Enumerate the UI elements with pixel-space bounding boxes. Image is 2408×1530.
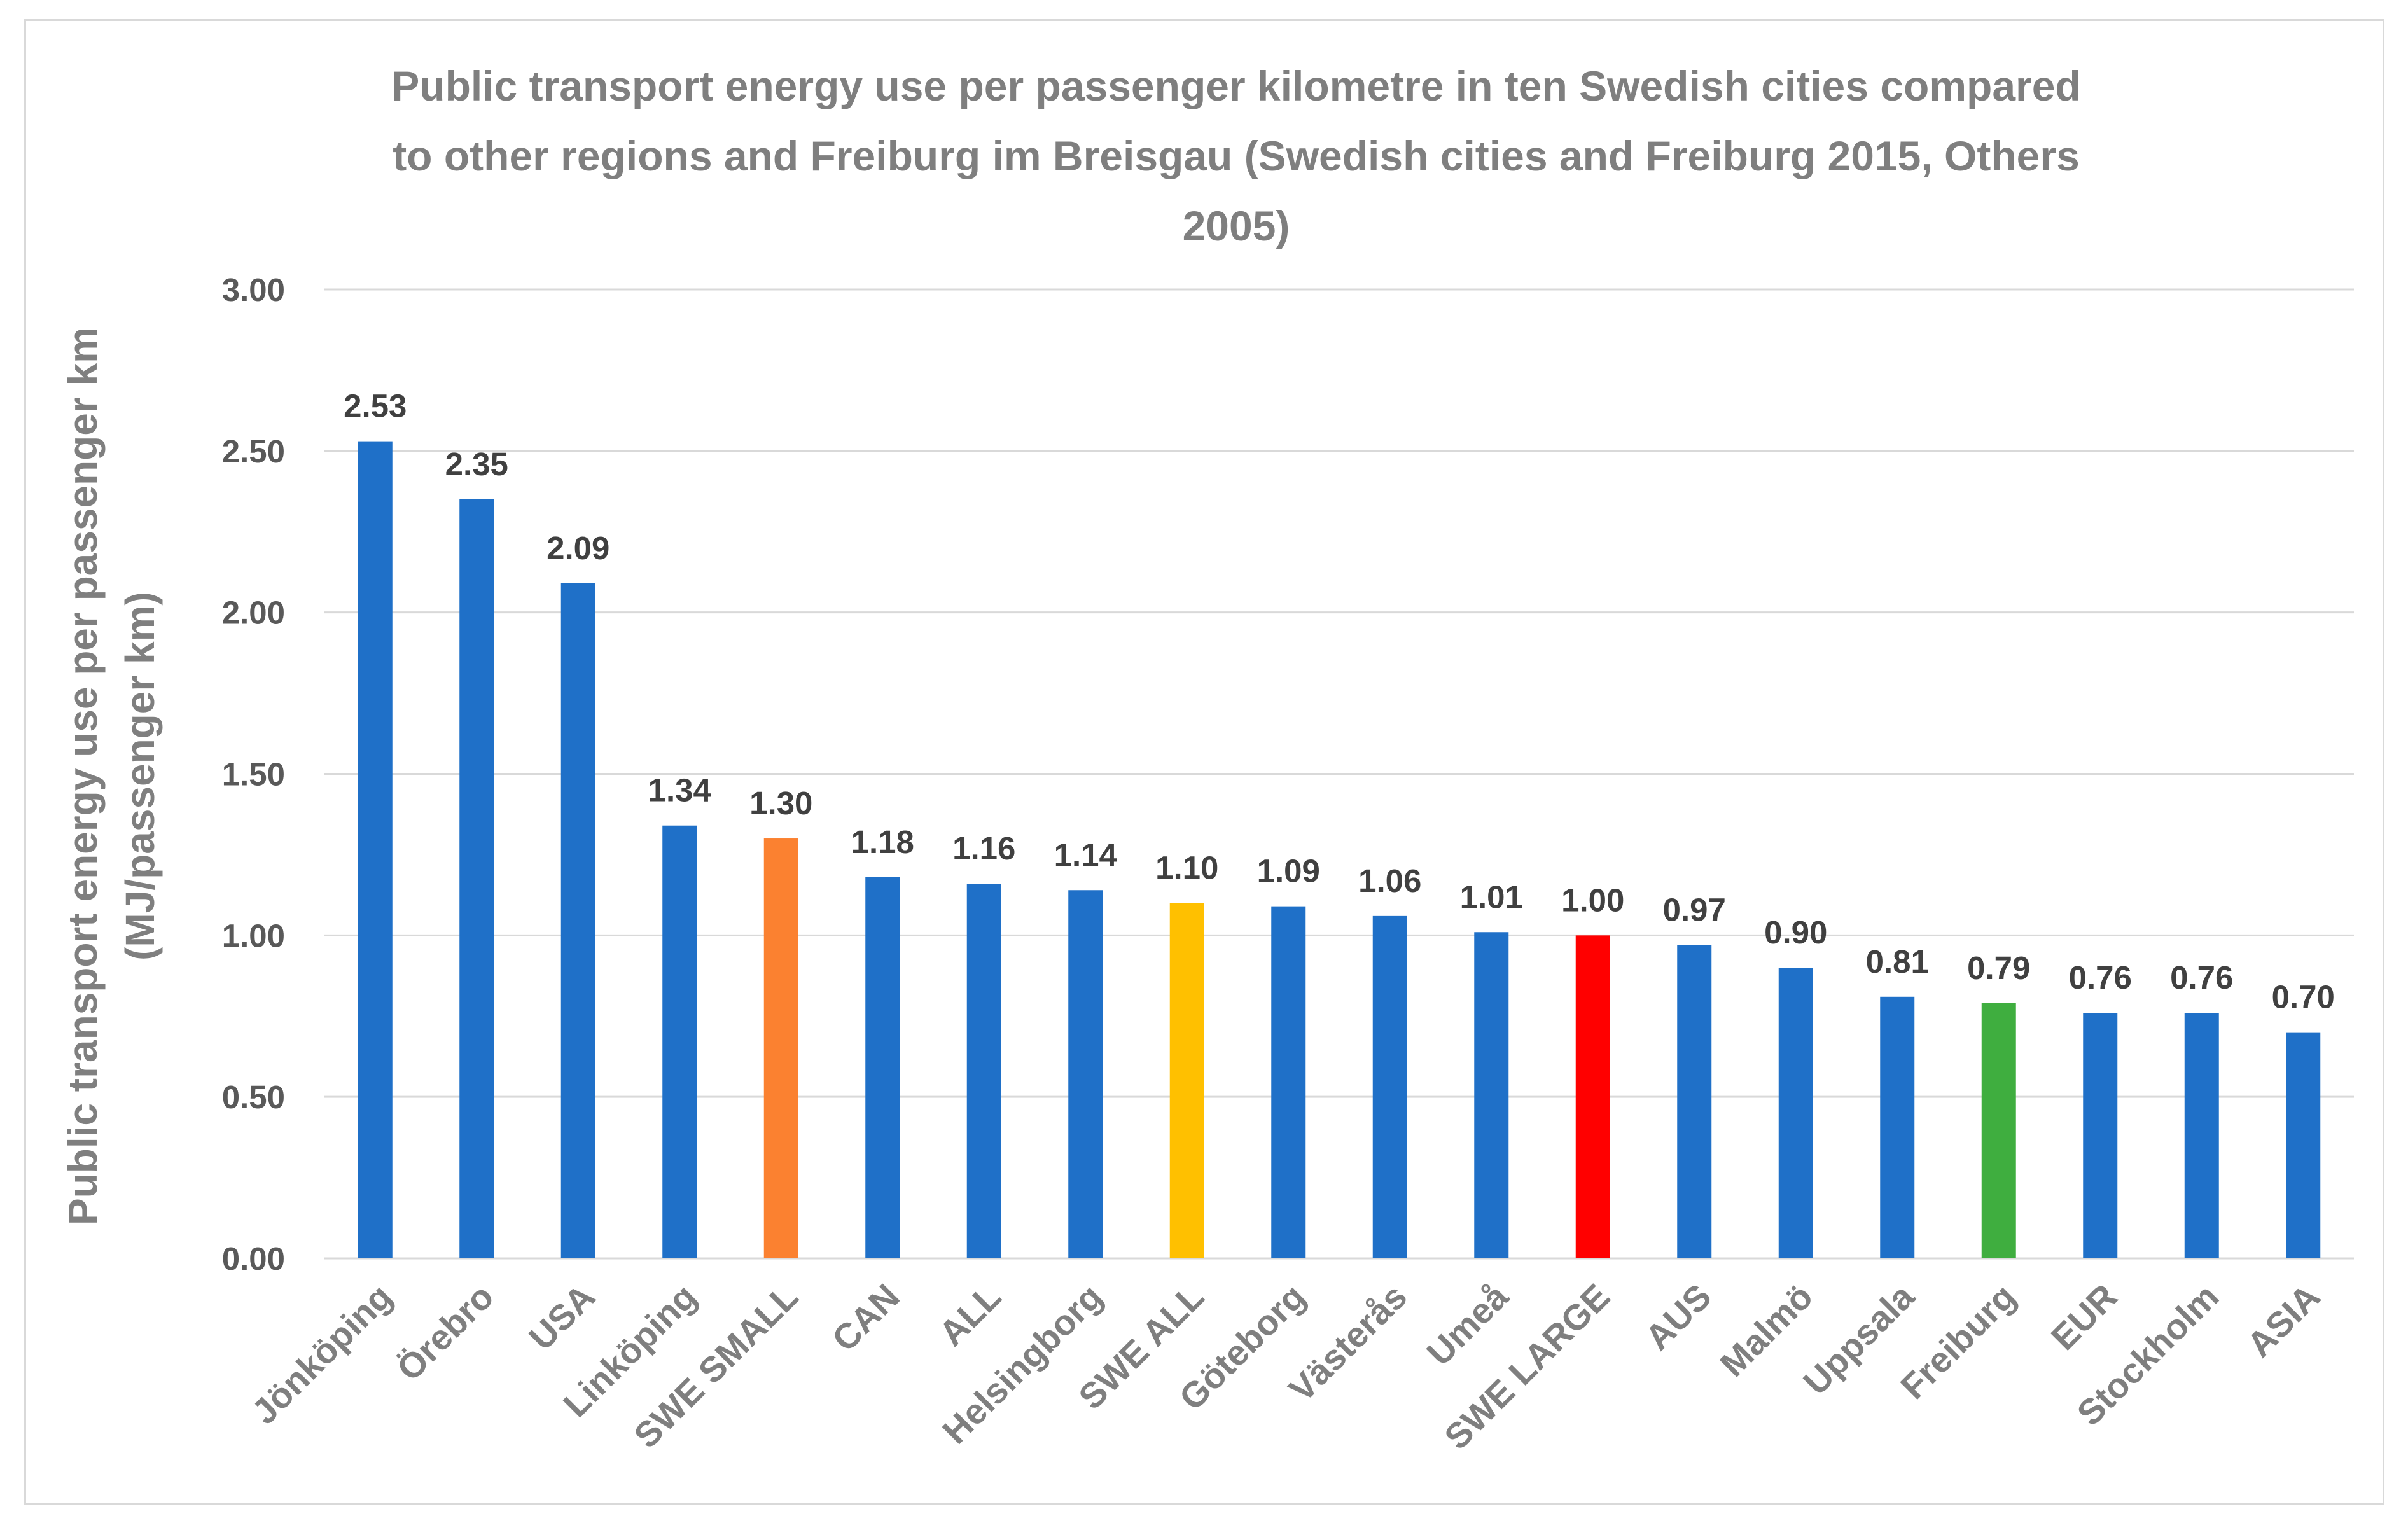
- chart-title-line: Public transport energy use per passenge…: [391, 62, 2081, 109]
- y-axis-label: Public transport energy use per passenge…: [60, 327, 163, 1225]
- x-tick-label: USA: [521, 1276, 602, 1358]
- bars: [358, 441, 2321, 1259]
- data-label: 0.97: [1663, 892, 1726, 928]
- bar: [358, 441, 393, 1259]
- data-label: 1.30: [749, 785, 812, 821]
- x-tick-label: ASIA: [2239, 1276, 2328, 1365]
- y-axis-label-line: Public transport energy use per passenge…: [60, 327, 106, 1225]
- chart-title-line: to other regions and Freiburg im Breisga…: [393, 132, 2080, 179]
- data-label: 0.76: [2170, 959, 2233, 996]
- bar: [560, 583, 595, 1258]
- bar: [1677, 945, 1712, 1258]
- chart-title: Public transport energy use per passenge…: [391, 62, 2081, 249]
- chart-title-line: 2005): [1183, 202, 1290, 249]
- y-tick-label: 0.50: [222, 1079, 285, 1115]
- bar: [865, 877, 900, 1258]
- x-tick-label: Jönköping: [244, 1276, 400, 1432]
- data-label: 1.01: [1460, 879, 1523, 915]
- bar: [763, 838, 798, 1258]
- data-label: 1.18: [851, 824, 914, 860]
- y-tick-label: 0.00: [222, 1241, 285, 1277]
- bar: [2083, 1013, 2118, 1258]
- bar: [1474, 932, 1509, 1258]
- data-label: 2.53: [344, 388, 407, 424]
- bar: [2184, 1013, 2219, 1258]
- y-tick-label: 1.50: [222, 756, 285, 793]
- data-label: 0.90: [1764, 914, 1827, 950]
- x-tick-label: Umeå: [1419, 1276, 1516, 1373]
- data-label: 1.14: [1054, 837, 1118, 873]
- data-label: 1.00: [1561, 882, 1624, 918]
- data-label: 0.81: [1866, 943, 1929, 980]
- y-tick-label: 1.00: [222, 917, 285, 954]
- bar: [662, 825, 697, 1258]
- bar: [1880, 996, 1915, 1258]
- x-tick-label: CAN: [824, 1276, 907, 1359]
- bar: [1068, 890, 1103, 1258]
- bar: [1575, 935, 1610, 1258]
- x-tick-label: Örebro: [389, 1276, 501, 1389]
- gridlines: [324, 288, 2354, 1260]
- bar: [1981, 1003, 2016, 1258]
- x-tick-label: EUR: [2043, 1276, 2125, 1358]
- x-tick-label: AUS: [1638, 1276, 1719, 1358]
- data-label: 1.34: [648, 772, 712, 809]
- data-label: 2.35: [445, 446, 508, 482]
- data-label: 0.70: [2272, 979, 2335, 1015]
- bar: [1169, 903, 1204, 1258]
- data-labels: 2.53 2.35 2.09 1.34 1.30 1.18 1.16 1.14 1.10 1.09…: [344, 388, 2335, 1015]
- y-tick-label: 2.00: [222, 595, 285, 631]
- bar: [2286, 1032, 2321, 1258]
- bar: [1271, 906, 1306, 1258]
- bar: [1372, 915, 1407, 1258]
- x-tick-label: ALL: [931, 1276, 1009, 1354]
- bar: [966, 884, 1001, 1258]
- data-label: 1.10: [1155, 850, 1218, 886]
- bar: [1778, 968, 1813, 1258]
- y-tick-label: 3.00: [222, 272, 285, 308]
- y-axis-label-line: (MJ/passenger km): [117, 592, 163, 961]
- data-label: 0.79: [1967, 950, 2030, 986]
- data-label: 1.06: [1358, 863, 1421, 899]
- data-label: 2.09: [546, 530, 609, 566]
- bar: [459, 499, 494, 1258]
- y-tick-label: 2.50: [222, 433, 285, 469]
- data-label: 1.09: [1257, 853, 1320, 889]
- data-label: 1.16: [952, 830, 1015, 866]
- y-axis-ticks: 0.00 0.50 1.00 1.50 2.00 2.50 3.00: [222, 272, 285, 1277]
- data-label: 0.76: [2069, 959, 2132, 996]
